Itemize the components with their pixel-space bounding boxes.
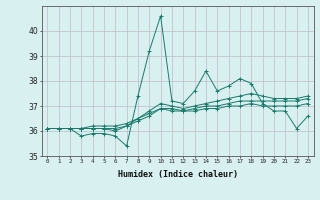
X-axis label: Humidex (Indice chaleur): Humidex (Indice chaleur) [118,170,237,179]
